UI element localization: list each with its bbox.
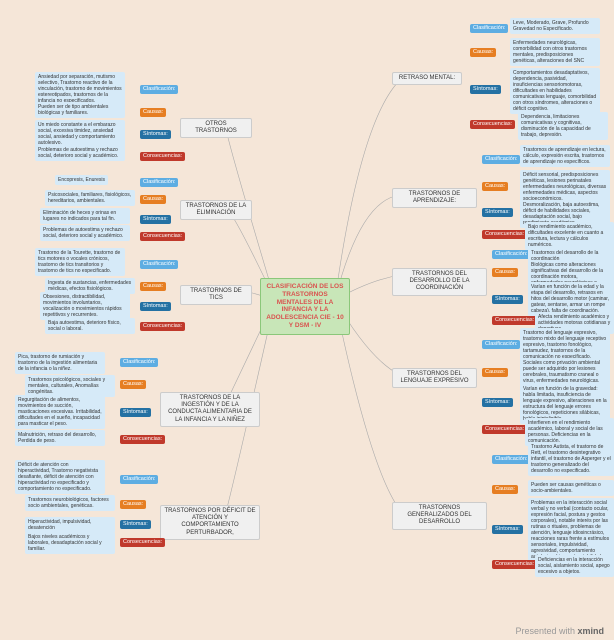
detail: Regurgitación de alimentos, movimientos … — [15, 395, 105, 429]
detail: Bajo rendimiento académico, dificultades… — [525, 222, 614, 250]
tag-consecuencias: Consecuencias: — [120, 538, 165, 547]
tag-clasificacion: Clasificación: — [140, 260, 178, 269]
footer: Presented with xmind — [515, 626, 604, 636]
tag-clasificacion: Clasificación: — [140, 178, 178, 187]
tag-consecuencias: Consecuencias: — [482, 230, 527, 239]
tag-sintomas: Síntomas: — [140, 215, 171, 224]
branch-generalizados: TRASTORNOS GENERALIZADOS DEL DESARROLLO — [392, 502, 487, 530]
tag-consecuencias: Consecuencias: — [492, 316, 537, 325]
detail: Baja autoestima, deterioro físico, socia… — [45, 318, 135, 334]
detail: Malnutrición, retraso del desarrollo, Pe… — [15, 430, 105, 446]
detail: Leve, Moderado, Grave, Profundo Gravedad… — [510, 18, 600, 34]
tag-clasificacion: Clasificación: — [492, 250, 530, 259]
tag-sintomas: Síntomas: — [482, 398, 513, 407]
detail: Problemas de autoestima y rechazo social… — [40, 225, 130, 241]
tag-causas: Causas: — [470, 48, 496, 57]
detail: Trastorno de la Tourette, trastorno de t… — [35, 248, 125, 276]
detail: Problemas en la interacción social verba… — [528, 498, 614, 562]
branch-aprendizaje: TRASTORNOS DE APRENDIZAJE: — [392, 188, 477, 208]
branch-lenguaje: TRASTORNOS DEL LENGUAJE EXPRESIVO — [392, 368, 477, 388]
branch-ingestion: TRASTORNOS DE LA INGESTIÓN Y DE LA CONDU… — [160, 392, 260, 427]
tag-sintomas: Síntomas: — [140, 302, 171, 311]
branch-deficit: TRASTORNOS POR DÉFICIT DE ATENCIÓN Y COM… — [160, 505, 260, 540]
detail: Sociales como privación ambiental puede … — [520, 358, 610, 386]
branch-retraso: RETRASO MENTAL: — [392, 72, 462, 85]
detail: Dependencia, limitaciones comunicativas … — [518, 112, 608, 140]
detail: Comportamientos desadaptativos, dependen… — [510, 68, 600, 114]
detail: Ansiedad por separación, mutismo selecti… — [35, 72, 125, 106]
branch-coordinacion: TRASTORNOS DEL DESARROLLO DE LA COORDINA… — [392, 268, 487, 296]
detail: Varían en función de la edad y la etapa … — [528, 282, 614, 316]
detail: Encopresis, Enuresis — [55, 175, 108, 185]
detail: Trastornos neurobiológicos, factores soc… — [25, 495, 115, 511]
tag-clasificacion: Clasificación: — [140, 85, 178, 94]
tag-sintomas: Síntomas: — [120, 408, 151, 417]
detail: Obsesiones, distractibilidad, movimiento… — [40, 292, 130, 320]
detail: Déficit sensorial, predisposiciones gené… — [520, 170, 610, 204]
detail: Hiperactividad, impulsividad, desatenció… — [25, 517, 115, 533]
tag-consecuencias: Consecuencias: — [492, 560, 537, 569]
tag-causas: Causas: — [140, 282, 166, 291]
tag-causas: Causas: — [492, 268, 518, 277]
branch-otros: OTROS TRASTORNOS — [180, 118, 252, 138]
tag-sintomas: Síntomas: — [492, 525, 523, 534]
detail: Trastorno Autista, el trastorno de Rett,… — [528, 442, 614, 476]
detail: Enfermedades neurológicas, comorbilidad … — [510, 38, 600, 66]
branch-eliminacion: TRASTORNOS DE LA ELIMINACIÓN — [180, 200, 252, 220]
detail: Déficit de atención con hiperactividad, … — [15, 460, 105, 494]
tag-sintomas: Síntomas: — [120, 520, 151, 529]
tag-sintomas: Síntomas: — [492, 295, 523, 304]
tag-clasificacion: Clasificación: — [492, 455, 530, 464]
tag-consecuencias: Consecuencias: — [140, 232, 185, 241]
tag-causas: Causas: — [482, 368, 508, 377]
detail: Pueden ser de tipo ambientales biológica… — [35, 102, 125, 118]
footer-brand: xmind — [577, 626, 604, 636]
tag-causas: Causas: — [120, 500, 146, 509]
branch-tics: TRASTORNOS DE TICS — [180, 285, 252, 305]
tag-sintomas: Síntomas: — [482, 208, 513, 217]
tag-consecuencias: Consecuencias: — [470, 120, 515, 129]
tag-sintomas: Síntomas: — [470, 85, 501, 94]
tag-clasificacion: Clasificación: — [120, 358, 158, 367]
detail: Deficiencias en la interacción social, a… — [535, 555, 614, 577]
detail: Trastornos psicológicos, sociales y ment… — [25, 375, 115, 397]
tag-consecuencias: Consecuencias: — [140, 152, 185, 161]
tag-clasificacion: Clasificación: — [120, 475, 158, 484]
tag-causas: Causas: — [482, 182, 508, 191]
tag-causas: Causas: — [120, 380, 146, 389]
detail: Trastorno del lenguaje expresivo, trasto… — [520, 328, 610, 362]
tag-clasificacion: Clasificación: — [482, 340, 520, 349]
tag-causas: Causas: — [492, 485, 518, 494]
detail: Trastornos de aprendizaje en lectura, cá… — [520, 145, 610, 167]
detail: Psicosociales, familiares, fisiológicos,… — [45, 190, 135, 206]
tag-consecuencias: Consecuencias: — [120, 435, 165, 444]
detail: Eliminación de heces y orinas en lugares… — [40, 208, 130, 224]
tag-causas: Causas: — [140, 108, 166, 117]
detail: Pueden ser causas genéticas o socio-ambi… — [528, 480, 614, 496]
tag-clasificacion: Clasificación: — [470, 24, 508, 33]
tag-sintomas: Síntomas: — [140, 130, 171, 139]
tag-causas: Causas: — [140, 195, 166, 204]
center-topic: CLASIFICACIÓN DE LOS TRASTORNOS MENTALES… — [260, 278, 350, 335]
detail: Un miedo constante a el embarazo social,… — [35, 120, 125, 148]
detail: Bajos niveles académicos y laborales, de… — [25, 532, 115, 554]
tag-consecuencias: Consecuencias: — [482, 425, 527, 434]
detail: Problemas de autoestima y rechazo social… — [35, 145, 125, 161]
tag-clasificacion: Clasificación: — [482, 155, 520, 164]
tag-consecuencias: Consecuencias: — [140, 322, 185, 331]
footer-prefix: Presented with — [515, 626, 577, 636]
detail: Pica, trastorno de rumiación y trastorno… — [15, 352, 105, 374]
